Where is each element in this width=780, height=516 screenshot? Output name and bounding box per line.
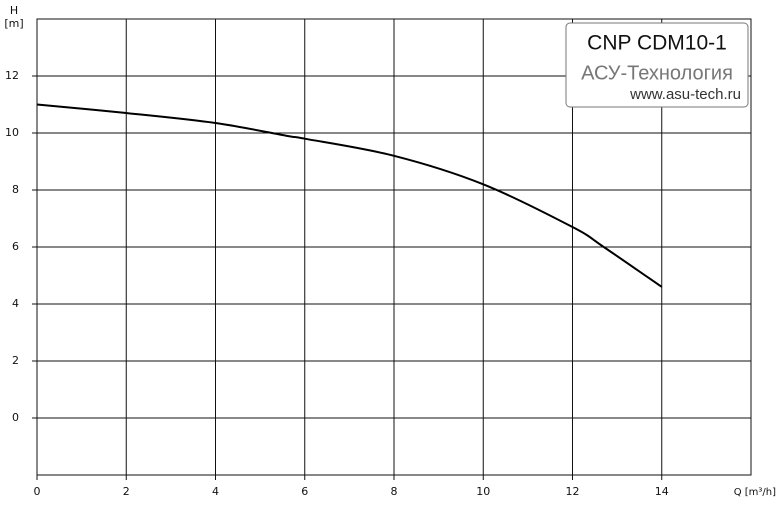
annotation-box — [565, 22, 749, 108]
y-tick-label: 2 — [12, 354, 19, 367]
x-tick-label: 12 — [566, 485, 580, 498]
annotation-site: www.asu-tech.ru — [629, 86, 741, 103]
y-tick-label: 6 — [12, 240, 19, 253]
x-tick-label: 4 — [212, 485, 219, 498]
y-tick-label: 0 — [12, 411, 19, 424]
annotation-title: CNP CDM10-1 — [587, 32, 727, 55]
y-tick-label: 4 — [12, 297, 19, 310]
curve — [36, 103, 663, 288]
x-tick-label: 14 — [655, 485, 669, 498]
x-tick-label: 8 — [391, 485, 398, 498]
y-tick-label: 12 — [5, 69, 19, 82]
y-tick-label: 8 — [12, 183, 19, 196]
x-tick-label: 2 — [123, 485, 130, 498]
y-tick-label: 10 — [5, 126, 19, 139]
y-axis-label: H — [10, 4, 18, 17]
x-tick-label: 0 — [34, 485, 41, 498]
x-tick-label: 6 — [301, 485, 308, 498]
y-axis-unit: [m] — [4, 17, 23, 30]
x-tick-label: 10 — [476, 485, 490, 498]
x-axis-label: Q [m³/h] — [734, 487, 776, 498]
annotation-company: АСУ-Технология — [581, 62, 733, 84]
